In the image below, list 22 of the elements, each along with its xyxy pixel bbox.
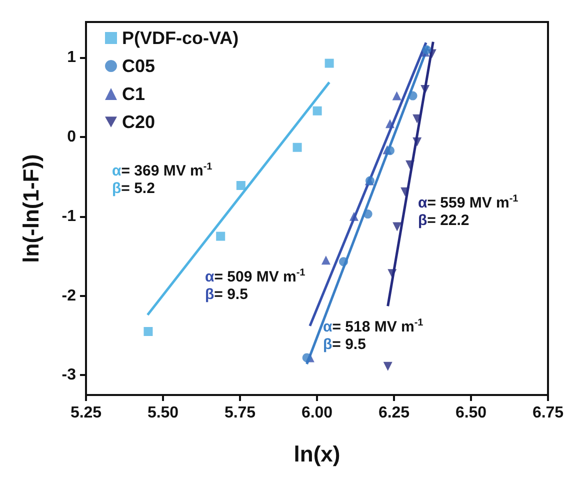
annotation: β= 22.2 [418, 212, 470, 229]
x-tick-label: 5.75 [224, 404, 256, 422]
y-tick-label: -1 [62, 208, 76, 225]
y-tick-label: 1 [67, 49, 76, 66]
x-tick-label: 5.50 [147, 404, 179, 422]
x-tick-label: 6.00 [301, 404, 333, 422]
y-tick-label: -2 [62, 287, 76, 304]
x-axis-title: ln(x) [294, 442, 340, 466]
legend-label: C20 [122, 112, 156, 132]
legend-label: C05 [122, 56, 156, 76]
y-axis-title: ln(-ln(1-F)) [18, 154, 44, 263]
annotation: β= 9.5 [205, 286, 248, 303]
x-tick-label: 5.25 [70, 404, 102, 422]
x-tick-label: 6.75 [532, 404, 564, 422]
legend-label: C1 [122, 84, 146, 104]
annotation: β= 5.2 [112, 180, 155, 197]
y-tick-label: 0 [67, 128, 76, 146]
legend-label: P(VDF-co-VA) [122, 28, 239, 48]
y-tick-label: -3 [62, 366, 76, 384]
x-tick-label: 6.25 [378, 404, 410, 422]
annotation: β= 9.5 [323, 336, 366, 353]
x-tick-label: 6.50 [455, 404, 487, 422]
